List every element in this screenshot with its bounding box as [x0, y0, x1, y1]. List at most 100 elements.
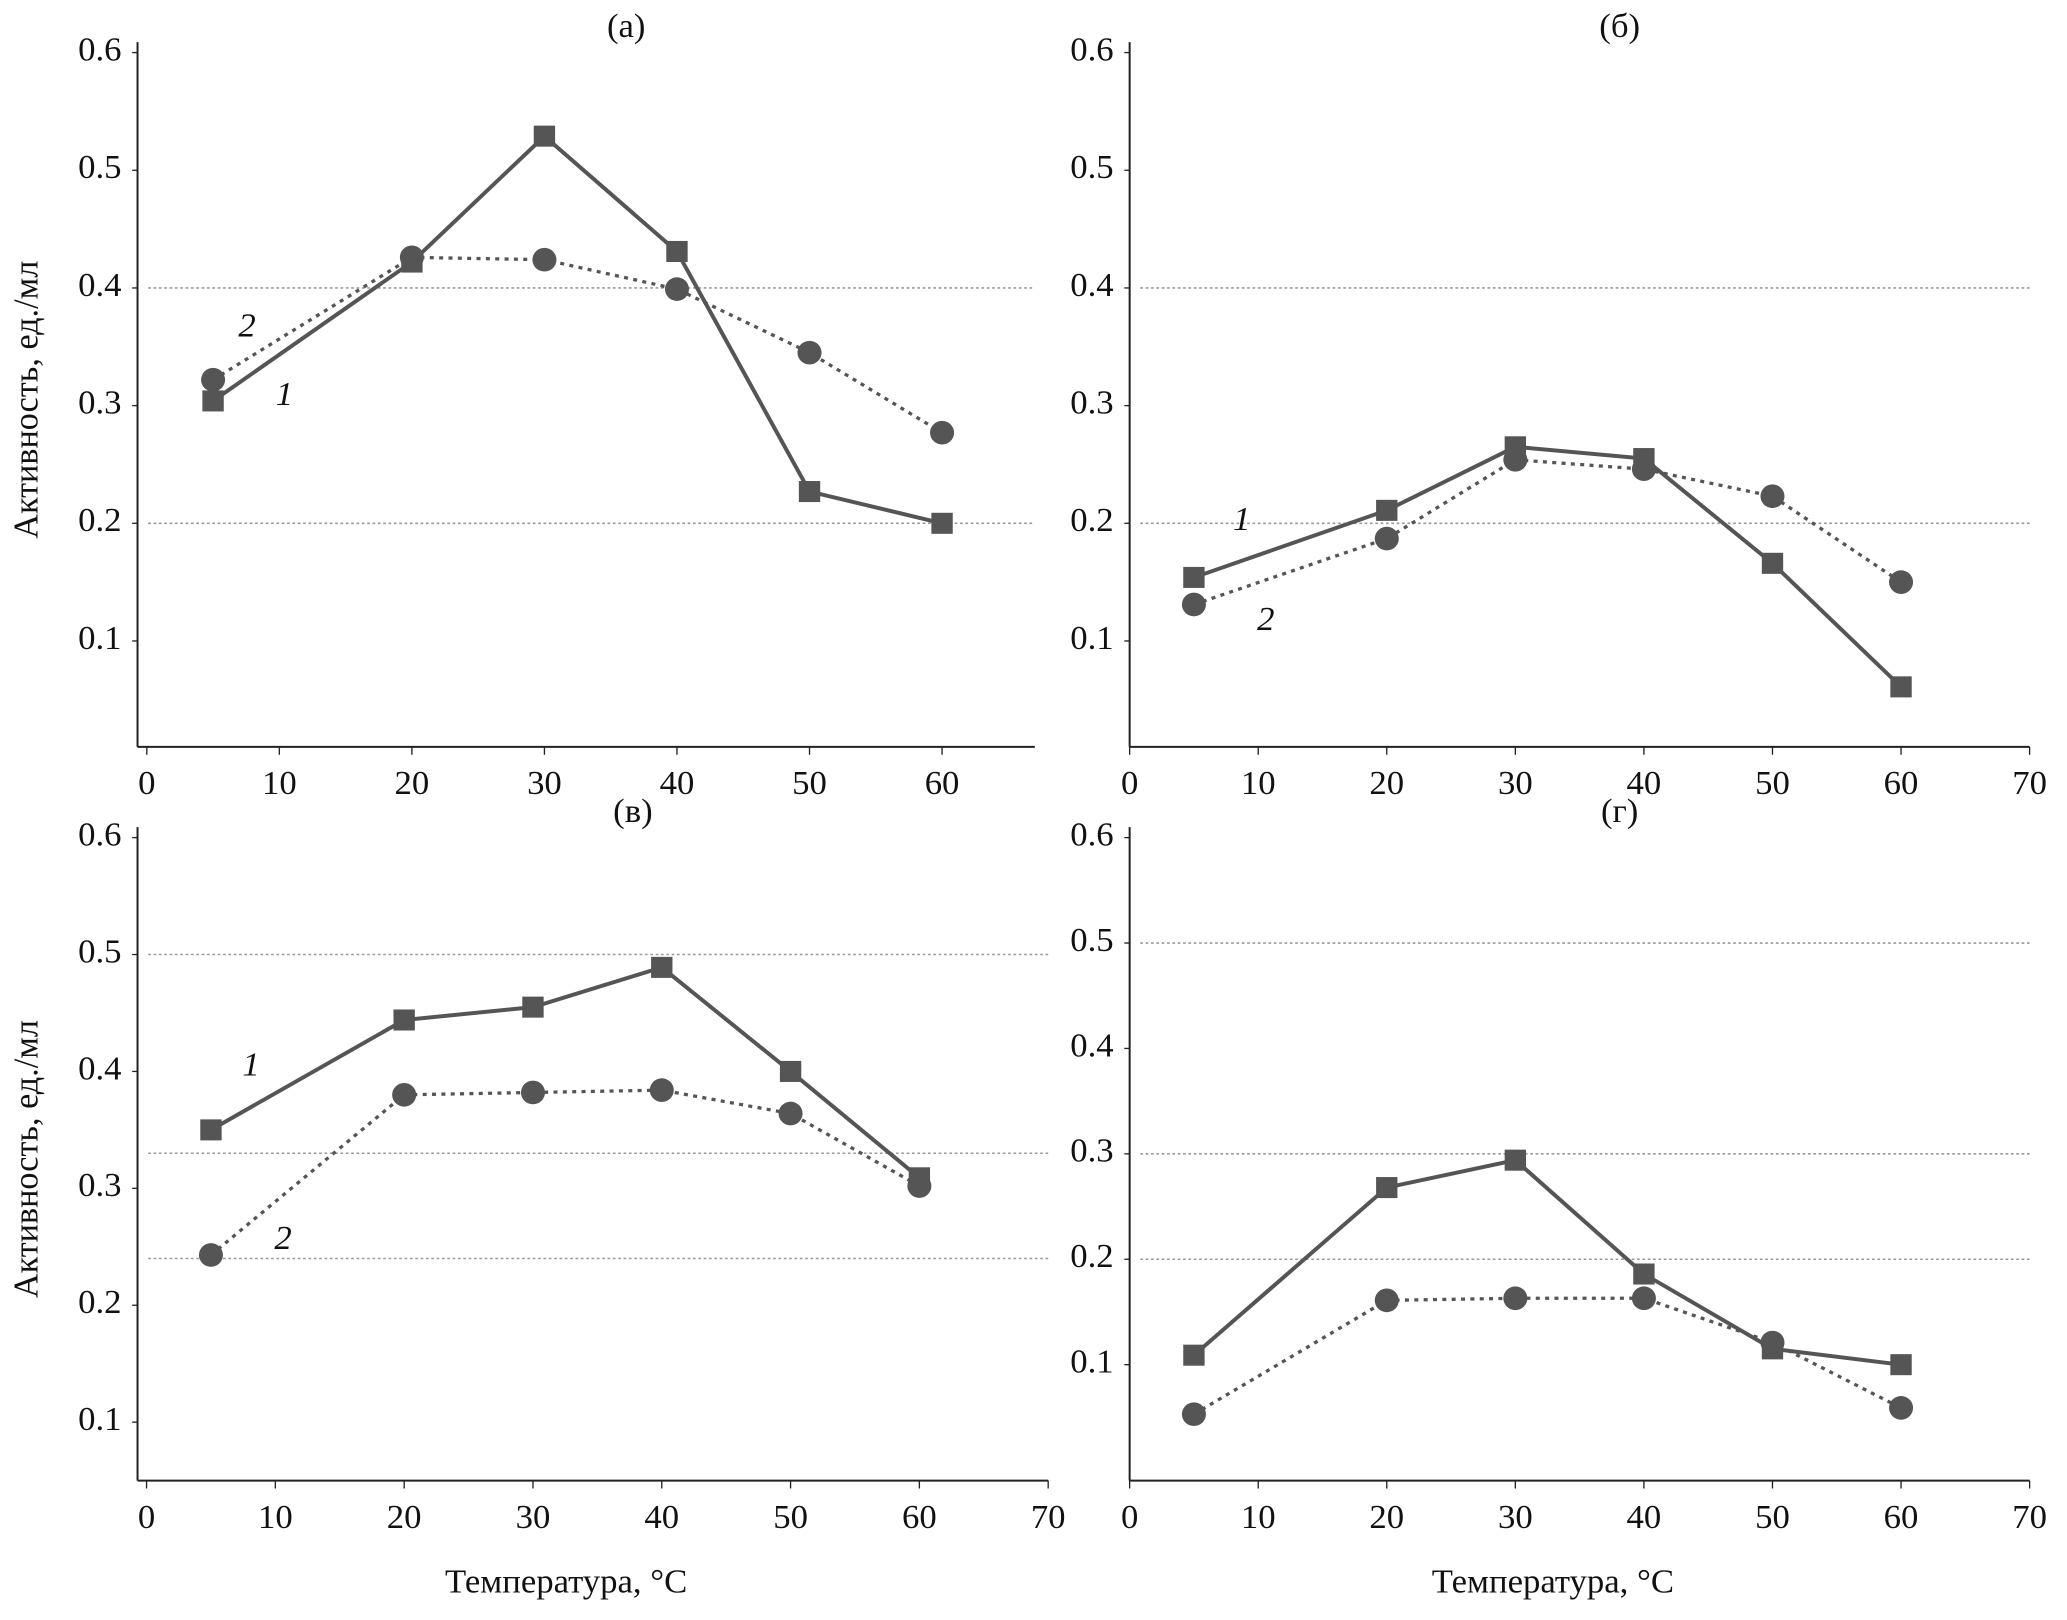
- marker-square: [1376, 1177, 1398, 1199]
- y-tick-label: 0.1: [78, 1400, 121, 1438]
- series-label: 2: [274, 1219, 291, 1257]
- series-line: [1193, 1296, 1902, 1416]
- series-label: 1: [242, 1046, 259, 1084]
- marker-square: [1633, 1263, 1655, 1285]
- x-tick-label: 50: [1755, 764, 1790, 802]
- marker-circle: [1181, 592, 1206, 617]
- marker-square: [522, 996, 544, 1018]
- marker-circle: [778, 1101, 803, 1126]
- marker-square: [200, 1119, 222, 1141]
- y-tick-label: 0.3: [78, 1166, 121, 1204]
- x-tick-label: 30: [527, 764, 562, 802]
- x-tick-label: 0: [1121, 764, 1138, 802]
- marker-circle: [907, 1174, 932, 1198]
- x-tick-label: 20: [1369, 1498, 1404, 1536]
- x-tick-label: 0: [138, 764, 155, 802]
- marker-square: [651, 956, 673, 978]
- marker-circle: [198, 1243, 223, 1267]
- series-label: 2: [1257, 600, 1274, 638]
- x-tick-label: 20: [387, 1498, 422, 1536]
- marker-circle: [930, 420, 955, 445]
- y-tick-label: 0.4: [1070, 1027, 1113, 1065]
- marker-circle: [1503, 447, 1528, 472]
- panel-title: (г): [1601, 792, 1638, 830]
- marker-circle: [1760, 484, 1785, 509]
- y-tick-label: 0.4: [78, 266, 121, 304]
- marker-circle: [1374, 1288, 1399, 1313]
- marker-square: [1183, 566, 1205, 588]
- panel-title: (в): [613, 792, 653, 830]
- series-line: [209, 965, 921, 1180]
- y-tick-label: 0.5: [78, 933, 121, 971]
- y-tick-label: 0.1: [1070, 1343, 1113, 1381]
- x-tick-label: 30: [1498, 1498, 1533, 1536]
- y-tick-label: 0.1: [1070, 619, 1113, 657]
- x-tick-label: 0: [138, 1498, 155, 1536]
- marker-circle: [1889, 570, 1914, 594]
- x-tick-label: 70: [1031, 1498, 1066, 1536]
- x-tick-label: 40: [660, 764, 695, 802]
- y-tick-label: 0.6: [1070, 816, 1113, 854]
- x-tick-label: 60: [902, 1498, 937, 1536]
- x-tick-label: 70: [2012, 1498, 2047, 1536]
- marker-square: [798, 481, 821, 503]
- marker-circle: [392, 1082, 417, 1107]
- y-tick-label: 0.6: [1070, 31, 1113, 69]
- y-tick-label: 0.2: [1070, 501, 1113, 539]
- marker-circle: [1181, 1402, 1206, 1427]
- marker-circle: [201, 367, 226, 392]
- y-axis-label: Активность, ед./мл: [7, 261, 45, 539]
- marker-square: [393, 1009, 415, 1031]
- y-tick-label: 0.5: [78, 148, 121, 186]
- marker-square: [1376, 499, 1398, 521]
- x-tick-label: 0: [1121, 1498, 1138, 1536]
- y-tick-label: 0.3: [1070, 1132, 1113, 1170]
- y-axis-label: Активность, ед./мл: [7, 1020, 45, 1298]
- panel-title: (а): [607, 7, 646, 45]
- marker-circle: [399, 245, 424, 270]
- x-tick-label: 50: [773, 1498, 808, 1536]
- marker-circle: [1889, 1396, 1914, 1420]
- marker-circle: [1760, 1330, 1785, 1355]
- y-tick-label: 0.2: [1070, 1237, 1113, 1275]
- y-tick-label: 0.6: [78, 31, 121, 69]
- x-tick-label: 40: [644, 1498, 679, 1536]
- y-tick-label: 0.1: [78, 619, 121, 657]
- marker-circle: [1631, 457, 1656, 482]
- x-tick-label: 50: [1755, 1498, 1790, 1536]
- x-axis-label: Температура, °C: [1432, 1563, 1674, 1601]
- x-tick-label: 10: [262, 764, 297, 802]
- marker-square: [202, 390, 224, 412]
- marker-square: [1183, 1344, 1205, 1366]
- marker-circle: [649, 1078, 674, 1102]
- marker-square: [666, 240, 688, 262]
- x-tick-label: 10: [258, 1498, 293, 1536]
- series-label: 1: [1233, 500, 1250, 538]
- marker-circle: [520, 1080, 545, 1105]
- x-tick-label: 70: [2012, 764, 2047, 802]
- x-tick-label: 30: [1498, 764, 1533, 802]
- y-tick-label: 0.6: [78, 816, 121, 854]
- x-tick-label: 60: [1884, 1498, 1919, 1536]
- marker-square: [1890, 676, 1912, 698]
- y-tick-label: 0.5: [1070, 148, 1113, 186]
- series-label: 1: [276, 375, 293, 413]
- panel-title: (б): [1599, 7, 1640, 45]
- marker-circle: [1503, 1286, 1528, 1311]
- y-tick-label: 0.4: [1070, 266, 1113, 304]
- series-label: 2: [238, 307, 255, 345]
- marker-square: [1890, 1354, 1912, 1376]
- x-tick-label: 10: [1241, 1498, 1276, 1536]
- x-tick-label: 30: [516, 1498, 551, 1536]
- marker-circle: [664, 277, 689, 301]
- y-tick-label: 0.2: [78, 1283, 121, 1321]
- x-tick-label: 50: [792, 764, 827, 802]
- x-tick-label: 60: [1884, 764, 1919, 802]
- x-tick-label: 40: [1627, 764, 1662, 802]
- series-line: [212, 255, 943, 435]
- x-tick-label: 20: [395, 764, 430, 802]
- x-tick-label: 20: [1369, 764, 1404, 802]
- y-tick-label: 0.3: [78, 384, 121, 422]
